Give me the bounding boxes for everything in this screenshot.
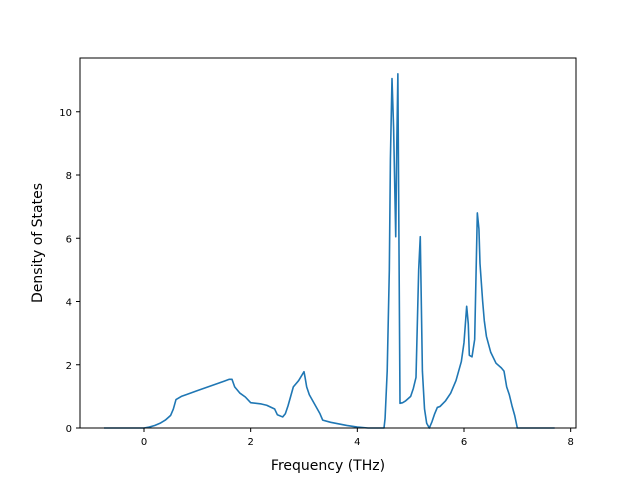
- y-tick-label: 6: [66, 234, 72, 245]
- y-tick-label: 0: [66, 424, 72, 435]
- y-axis-label: Density of States: [30, 183, 46, 303]
- x-tick-label: 6: [461, 437, 467, 448]
- y-tick-label: 8: [66, 171, 72, 182]
- series-layer: [104, 73, 555, 429]
- y-axis-ticks: 0 2 4 6 8 10: [59, 108, 80, 435]
- x-tick-label: 4: [354, 437, 360, 448]
- axes-frame: [79, 57, 577, 429]
- y-tick-label: 4: [66, 298, 72, 309]
- x-axis-label: Frequency (THz): [271, 458, 385, 474]
- y-tick-label: 2: [66, 361, 72, 372]
- plot-area: [80, 58, 576, 428]
- x-tick-label: 0: [141, 437, 147, 448]
- x-axis-ticks: 0 2 4 6 8: [141, 428, 574, 448]
- dos-series-line: [104, 73, 555, 429]
- x-tick-label: 8: [567, 437, 573, 448]
- y-tick-label: 10: [59, 108, 72, 119]
- x-tick-label: 2: [247, 437, 253, 448]
